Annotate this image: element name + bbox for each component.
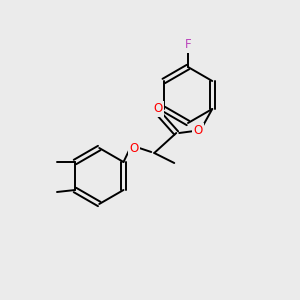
Text: F: F (185, 38, 191, 52)
Text: O: O (154, 103, 163, 116)
Text: O: O (130, 142, 139, 154)
Text: O: O (194, 124, 203, 137)
